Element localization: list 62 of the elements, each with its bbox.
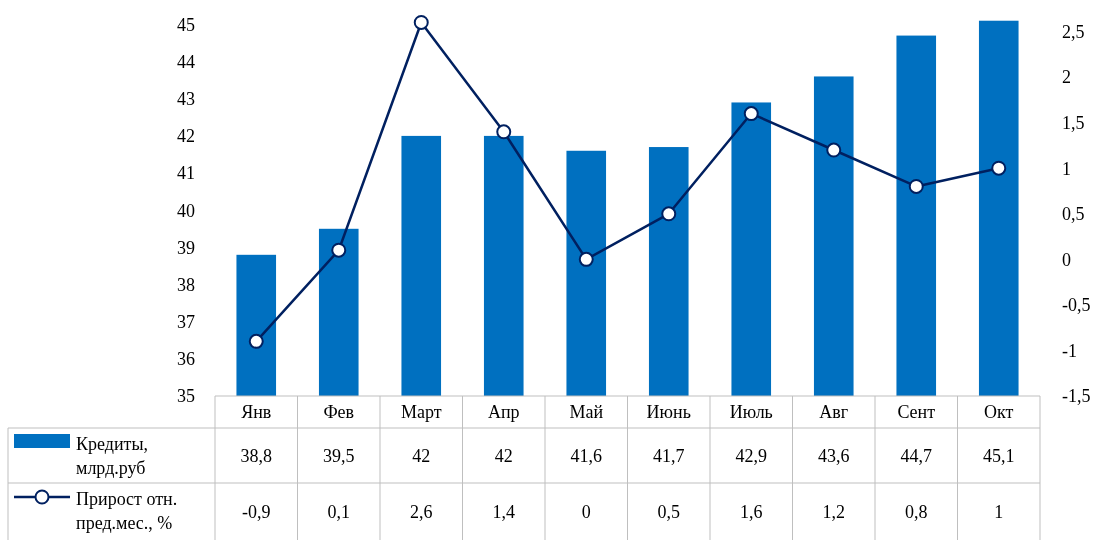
y-tick-label: 43: [177, 89, 195, 110]
x-tick-label: Фев: [323, 402, 355, 423]
data-label: 42: [494, 445, 513, 466]
data-label: 44,7: [900, 445, 932, 466]
data-label: 0: [581, 501, 591, 522]
y2-tick-label: 1: [1062, 158, 1071, 179]
data-label: 42: [412, 445, 431, 466]
x-tick-label: Авг: [819, 402, 849, 423]
y-tick-label: 44: [177, 51, 195, 72]
y2-tick-label: 2,5: [1062, 21, 1085, 42]
y-tick-label: 42: [177, 126, 195, 147]
data-label: 0,8: [905, 501, 928, 522]
point: [743, 106, 759, 122]
point: [578, 251, 594, 267]
data-label: 1,2: [822, 501, 845, 522]
y-tick-label: 38: [177, 274, 195, 295]
x-tick-label: Июль: [729, 402, 773, 423]
y-tick-label: 36: [177, 349, 195, 370]
point: [413, 14, 429, 30]
data-label: 0,5: [657, 501, 680, 522]
y-tick-label: 39: [177, 237, 195, 258]
point: [908, 178, 924, 194]
x-tick-label: Апр: [487, 402, 520, 423]
x-tick-label: Май: [569, 402, 604, 423]
x-tick-label: Июнь: [646, 402, 691, 423]
legend-label: Кредиты, млрд.руб: [76, 434, 149, 478]
point: [661, 206, 677, 222]
data-label: 41,6: [570, 445, 602, 466]
data-label: 0,1: [327, 501, 350, 522]
data-label: 1,6: [740, 501, 763, 522]
x-tick-label: Март: [400, 402, 442, 423]
point: [991, 160, 1007, 176]
data-label: -0,9: [242, 501, 271, 522]
y2-tick-label: 0: [1062, 249, 1071, 270]
y-tick-label: 37: [177, 311, 195, 332]
data-label: 42,9: [735, 445, 767, 466]
data-label: 45,1: [983, 445, 1015, 466]
data-label: 38,8: [240, 445, 272, 466]
data-label: 43,6: [818, 445, 850, 466]
point: [248, 333, 264, 349]
x-tick-label: Янв: [241, 402, 272, 423]
y-tick-label: 40: [177, 200, 195, 221]
y2-tick-label: 0,5: [1062, 204, 1085, 225]
point: [496, 124, 512, 140]
point: [331, 242, 347, 258]
y-tick-label: 45: [177, 14, 195, 35]
y2-tick-label: 2: [1062, 67, 1071, 88]
x-tick-label: Сент: [897, 402, 936, 423]
data-label: 1,4: [492, 501, 515, 522]
y2-tick-label: 1,5: [1062, 112, 1085, 133]
x-tick-label: Окт: [984, 402, 1014, 423]
y2-tick-label: -0,5: [1062, 295, 1091, 316]
y-tick-label: 41: [177, 163, 195, 184]
point: [826, 142, 842, 158]
data-label: 2,6: [410, 501, 433, 522]
y2-tick-label: -1: [1062, 340, 1077, 361]
y2-tick-label: -1,5: [1062, 386, 1091, 407]
legend-label: Прирост отн. пред.мес., %: [76, 489, 178, 533]
data-label: 41,7: [653, 445, 685, 466]
y-tick-label: 35: [177, 386, 195, 407]
data-label: 1: [994, 501, 1004, 522]
data-label: 39,5: [323, 445, 355, 466]
